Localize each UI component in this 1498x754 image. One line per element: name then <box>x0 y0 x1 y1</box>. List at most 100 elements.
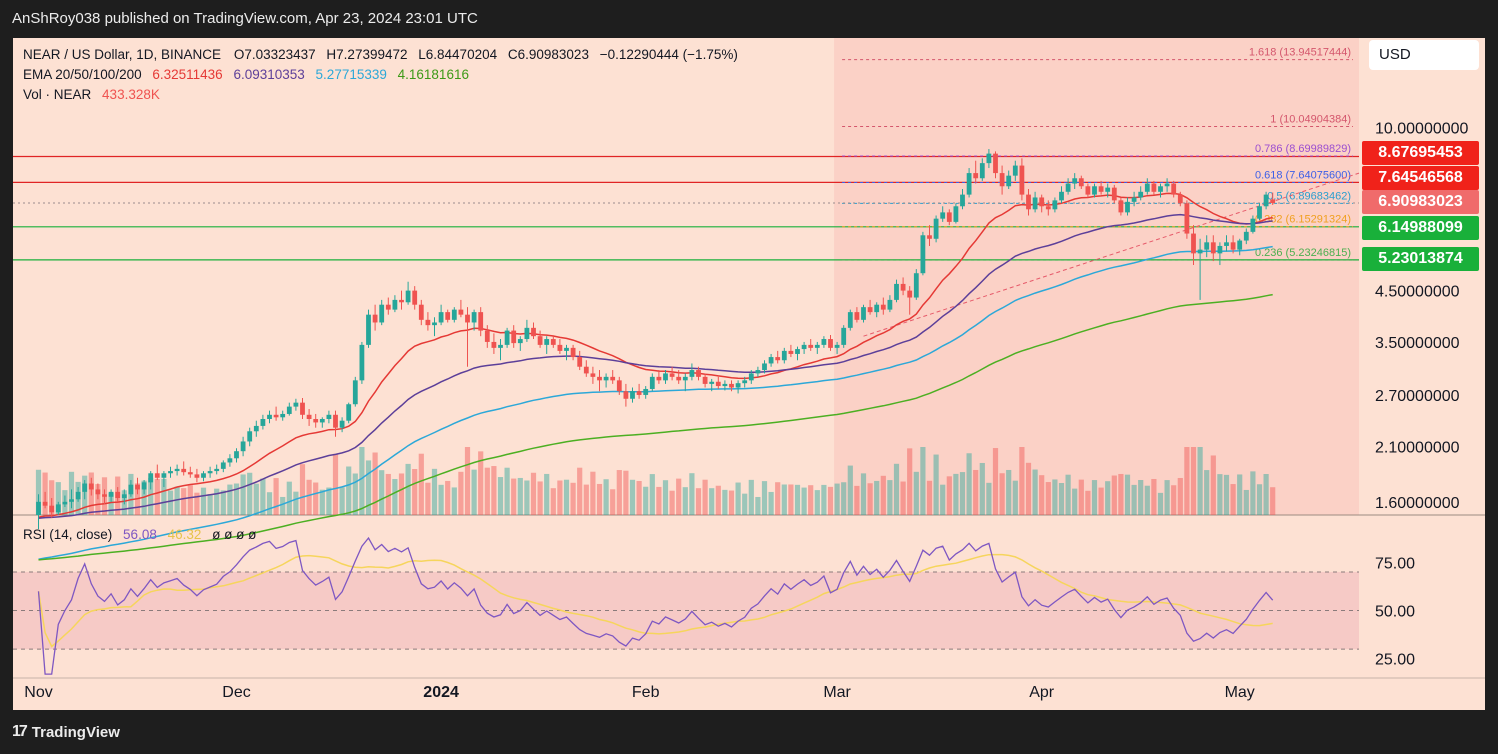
candle[interactable] <box>405 281 411 305</box>
candle[interactable] <box>1052 197 1058 213</box>
candle[interactable] <box>834 341 840 354</box>
currency-button[interactable]: USD <box>1369 40 1479 70</box>
candle[interactable] <box>121 489 127 505</box>
candle[interactable] <box>1257 203 1262 221</box>
candle[interactable] <box>616 376 622 395</box>
legend-vol-label[interactable]: Vol · NEAR <box>23 87 92 102</box>
candle[interactable] <box>583 360 589 377</box>
candle[interactable] <box>689 363 695 381</box>
candle[interactable] <box>1177 191 1183 207</box>
candle[interactable] <box>1197 238 1203 300</box>
candle[interactable] <box>207 466 213 478</box>
candle[interactable] <box>148 471 154 490</box>
candle[interactable] <box>841 325 847 348</box>
candle[interactable] <box>214 464 220 475</box>
candle[interactable] <box>62 495 68 507</box>
candle[interactable] <box>709 378 715 392</box>
candle[interactable] <box>333 410 338 437</box>
candle[interactable] <box>36 494 41 530</box>
candle[interactable] <box>366 309 371 348</box>
candle[interactable] <box>880 297 886 315</box>
candle[interactable] <box>115 487 121 502</box>
candle[interactable] <box>75 487 81 502</box>
candle[interactable] <box>1237 238 1243 256</box>
candle[interactable] <box>1085 183 1091 198</box>
candle[interactable] <box>636 383 642 399</box>
candle[interactable] <box>531 322 536 340</box>
candle[interactable] <box>814 341 820 354</box>
candle[interactable] <box>564 344 569 361</box>
candle[interactable] <box>913 269 919 300</box>
candle[interactable] <box>174 464 180 476</box>
chart-svg[interactable]: 1.618 (13.94517444) 1 (10.04904384) 0.786 … <box>13 38 1485 710</box>
candle[interactable] <box>1012 160 1018 181</box>
candle[interactable] <box>979 158 985 181</box>
candle[interactable] <box>1144 178 1150 195</box>
legend-symbol[interactable]: NEAR / US Dollar, 1D, BINANCE <box>23 47 222 62</box>
candle[interactable] <box>1151 180 1157 195</box>
candle[interactable] <box>702 373 708 388</box>
candle[interactable] <box>128 480 134 497</box>
candle[interactable] <box>927 225 932 246</box>
candle[interactable] <box>1006 170 1012 190</box>
candle[interactable] <box>154 464 160 481</box>
candle[interactable] <box>940 206 946 222</box>
candle[interactable] <box>524 319 530 342</box>
candle[interactable] <box>418 299 424 326</box>
candle[interactable] <box>1105 183 1111 198</box>
candle[interactable] <box>537 330 543 348</box>
candle[interactable] <box>1118 197 1124 216</box>
candle[interactable] <box>181 461 187 476</box>
candle[interactable] <box>253 420 259 437</box>
candle[interactable] <box>867 299 873 315</box>
candle[interactable] <box>1111 184 1117 204</box>
candle[interactable] <box>682 373 688 392</box>
candle[interactable] <box>1019 158 1025 201</box>
candle[interactable] <box>161 471 167 488</box>
candle[interactable] <box>1138 186 1144 201</box>
candle[interactable] <box>412 286 418 310</box>
candle[interactable] <box>280 410 286 421</box>
candle[interactable] <box>1270 192 1276 205</box>
candle[interactable] <box>108 489 114 502</box>
candle[interactable] <box>1191 225 1196 266</box>
candle[interactable] <box>484 325 490 348</box>
candle[interactable] <box>999 165 1005 195</box>
candle[interactable] <box>1065 178 1071 195</box>
candle[interactable] <box>95 483 101 500</box>
candle[interactable] <box>1125 197 1130 216</box>
candle[interactable] <box>451 307 457 323</box>
candle[interactable] <box>306 409 312 426</box>
candle[interactable] <box>359 341 365 384</box>
candle[interactable] <box>762 360 767 374</box>
candle[interactable] <box>597 370 602 392</box>
candle[interactable] <box>735 380 741 394</box>
candle[interactable] <box>102 489 107 505</box>
candle[interactable] <box>557 339 563 354</box>
candle[interactable] <box>715 376 721 389</box>
candle[interactable] <box>610 370 616 384</box>
candle[interactable] <box>1098 180 1104 195</box>
candle[interactable] <box>135 477 140 495</box>
candle[interactable] <box>372 304 378 331</box>
candle[interactable] <box>445 309 451 323</box>
candle[interactable] <box>1072 173 1078 190</box>
candle[interactable] <box>432 317 437 337</box>
candle[interactable] <box>973 160 979 184</box>
candle[interactable] <box>722 380 728 391</box>
candle[interactable] <box>1224 235 1229 252</box>
candle[interactable] <box>748 370 754 384</box>
candle[interactable] <box>1026 189 1031 216</box>
legend-ema-label[interactable]: EMA 20/50/100/200 <box>23 67 142 82</box>
candle[interactable] <box>326 410 332 424</box>
candle[interactable] <box>465 307 470 367</box>
candle[interactable] <box>1184 200 1190 239</box>
candle[interactable] <box>1230 235 1236 254</box>
tradingview-logo[interactable]: 17 TradingView <box>12 723 120 741</box>
candle[interactable] <box>742 376 748 388</box>
candle[interactable] <box>966 168 972 198</box>
candle[interactable] <box>1217 242 1223 266</box>
candle[interactable] <box>1131 191 1137 207</box>
candle[interactable] <box>1158 183 1163 198</box>
candle[interactable] <box>795 346 800 361</box>
